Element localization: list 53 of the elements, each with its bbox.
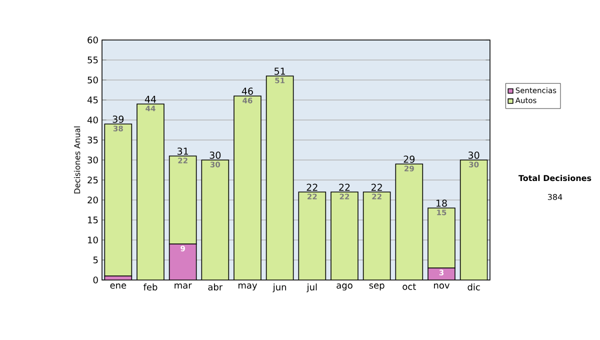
x-tick-label: jul	[306, 284, 317, 292]
x-tick-label: nov	[434, 284, 450, 289]
bar	[460, 160, 488, 280]
y-tick-label: 15	[88, 216, 98, 224]
x-tick-label: jun	[272, 284, 286, 292]
y-tick-label: 55	[88, 56, 98, 64]
x-tick-label: sep	[369, 284, 384, 290]
total-label: 30	[210, 152, 221, 159]
bar	[234, 96, 262, 280]
total-label: 46	[242, 88, 253, 95]
text: 384	[548, 194, 562, 200]
x-tick-label: ene	[110, 284, 126, 289]
bar	[168, 156, 197, 244]
y-tick-label: 0	[93, 276, 98, 284]
y-tick-label: 20	[88, 196, 98, 204]
bar	[104, 124, 132, 276]
y-axis-title: Decisiones Anual	[74, 126, 80, 194]
y-tick-label: 40	[87, 116, 98, 124]
y-tick-label: 35	[88, 136, 98, 144]
x-tick-label: dic	[468, 284, 480, 290]
bar	[396, 164, 423, 280]
y-tick-label: 30	[88, 156, 98, 164]
total-label: 31	[178, 148, 188, 155]
y-tick-label: 5	[93, 256, 98, 264]
text: Total Decisiones	[518, 174, 592, 182]
x-tick-label: ago	[336, 284, 352, 290]
total-label: 30	[468, 152, 480, 159]
total-label: 29	[404, 156, 415, 163]
y-tick-label: 45	[87, 96, 98, 104]
bar	[428, 208, 456, 268]
y-tick-label: 50	[88, 76, 98, 84]
y-tick-label: 60	[88, 36, 98, 44]
bar	[169, 244, 196, 280]
total-label: 22	[306, 184, 318, 191]
total-label: 51	[274, 68, 286, 75]
total-label: 18	[436, 200, 447, 207]
total-label: 39	[112, 116, 124, 123]
bar	[137, 104, 164, 280]
total-label: 22	[339, 184, 350, 191]
bar	[363, 192, 390, 280]
bar	[202, 160, 229, 280]
bar	[298, 192, 326, 280]
total-label: 44	[144, 96, 156, 103]
x-tick-label: mar	[174, 284, 192, 289]
total-label: 22	[371, 184, 382, 191]
y-tick-label: 10	[88, 236, 98, 244]
x-tick-label: feb	[144, 284, 158, 290]
x-tick-label: abr	[208, 284, 223, 290]
x-tick-label: may	[238, 284, 258, 290]
bar	[266, 76, 294, 280]
x-tick-label: oct	[402, 284, 416, 290]
bar	[331, 192, 358, 280]
y-tick-label: 25	[88, 176, 98, 184]
